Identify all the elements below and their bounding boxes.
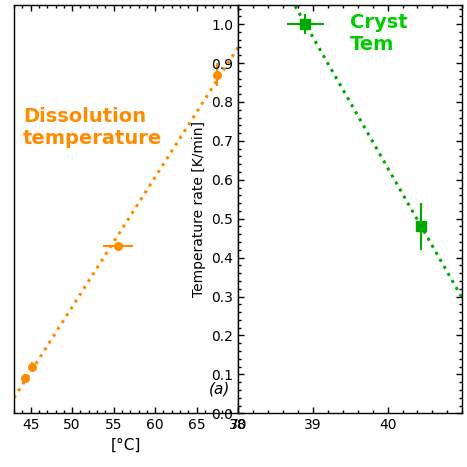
X-axis label: [°C]: [°C] (111, 438, 142, 453)
Text: (a): (a) (209, 382, 230, 397)
Text: Cryst
Tem: Cryst Tem (350, 13, 408, 54)
Text: Dissolution
temperature: Dissolution temperature (23, 107, 162, 148)
Y-axis label: Temperature rate [K/min]: Temperature rate [K/min] (192, 121, 206, 297)
